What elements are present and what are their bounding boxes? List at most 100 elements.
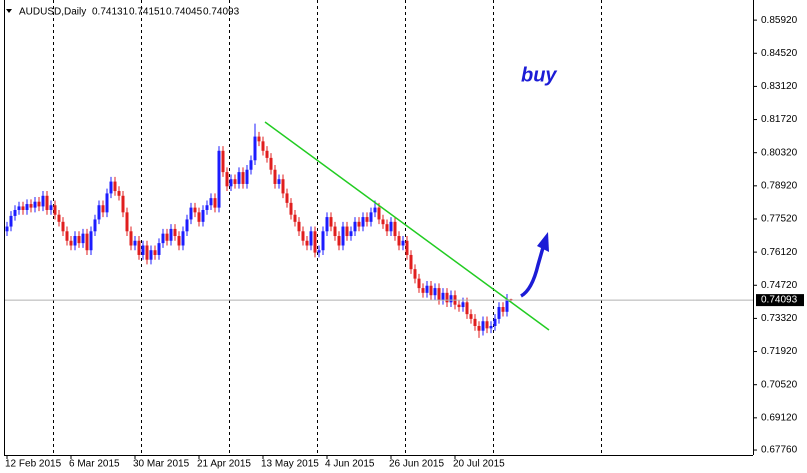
dropdown-icon	[6, 9, 12, 13]
y-tick-label: 0.80320	[761, 147, 798, 158]
candle-body	[409, 254, 413, 270]
candle-body	[481, 321, 485, 331]
candle-body	[361, 217, 365, 227]
candle-body	[465, 302, 469, 315]
candle-body	[345, 226, 349, 237]
y-tick-label: 0.81720	[761, 114, 798, 125]
candle-body	[121, 195, 125, 213]
candle-body	[257, 136, 261, 142]
candle-body	[153, 250, 157, 255]
candle-body	[77, 236, 81, 244]
candle-body	[89, 231, 93, 251]
buy-arrow	[520, 243, 546, 298]
candle-body	[229, 179, 233, 187]
candle-body	[357, 221, 361, 227]
candle-body	[181, 231, 185, 246]
candle-body	[333, 226, 337, 237]
candle-body	[177, 236, 181, 246]
x-tick-label: 26 Jun 2015	[389, 459, 444, 470]
x-tick-label: 13 May 2015	[261, 459, 319, 470]
candle-body	[109, 181, 113, 194]
candle-body	[45, 195, 49, 210]
y-tick-label: 0.76120	[761, 247, 798, 258]
candle-body	[233, 179, 237, 184]
candle-body	[425, 285, 429, 293]
header: AUDUSD,Daily 0.74131 0.74151 0.74045 0.7…	[19, 7, 240, 18]
y-tick-label: 0.77520	[761, 214, 798, 225]
candle-body	[437, 288, 441, 300]
candle-body	[429, 285, 433, 296]
high-price: 0.74151	[129, 7, 166, 18]
candle-body	[317, 250, 321, 253]
candle-body	[245, 169, 249, 184]
candle-body	[321, 231, 325, 251]
candle-body	[169, 228, 173, 241]
candle-body	[353, 221, 357, 232]
candle-body	[309, 231, 313, 246]
candle-body	[329, 217, 333, 227]
candle-body	[389, 221, 393, 232]
candle-body	[185, 219, 189, 232]
candle-body	[497, 307, 501, 319]
trendline	[264, 121, 550, 331]
candle-body	[349, 231, 353, 237]
candle-body	[217, 150, 221, 208]
y-tick-label: 0.83120	[761, 81, 798, 92]
candle-body	[489, 325, 493, 329]
candle-body	[213, 198, 217, 208]
y-tick-label: 0.71920	[761, 346, 798, 357]
candle-body	[273, 169, 277, 184]
candle-body	[17, 206, 21, 210]
arrow-head	[537, 232, 549, 252]
candle-body	[49, 205, 53, 210]
y-tick-label: 0.73320	[761, 313, 798, 324]
candle-body	[337, 236, 341, 246]
candle-body	[5, 226, 9, 232]
candle-body	[161, 233, 165, 244]
candle-body	[261, 141, 265, 151]
open-price: 0.74131	[92, 7, 129, 18]
candle-body	[313, 231, 317, 253]
candle-body	[393, 221, 397, 237]
candle-body	[369, 212, 373, 222]
low-price: 0.74045	[166, 7, 203, 18]
y-tick-label: 0.70520	[761, 379, 798, 390]
candle-body	[385, 224, 389, 232]
candle-body	[41, 195, 45, 207]
candle-body	[113, 181, 117, 192]
y-tick-label: 0.67760	[761, 445, 798, 456]
candle-body	[173, 228, 177, 237]
candle-body	[381, 219, 385, 225]
candle-body	[441, 292, 445, 300]
candle-body	[253, 136, 257, 161]
candle-body	[249, 160, 253, 170]
candle-body	[237, 172, 241, 184]
candle-body	[37, 201, 41, 207]
candle-body	[457, 304, 461, 308]
candle-body	[125, 212, 129, 232]
candle-body	[165, 233, 169, 241]
candle-body	[285, 193, 289, 203]
candle-body	[449, 295, 453, 303]
candle-body	[293, 214, 297, 222]
candle-body	[21, 206, 25, 210]
candle-body	[413, 269, 417, 279]
candle-body	[505, 299, 509, 312]
candle-body	[33, 201, 37, 208]
candle-body	[97, 205, 101, 220]
candle-body	[117, 191, 121, 196]
candle-body	[129, 231, 133, 246]
y-tick-label: 0.74720	[761, 280, 798, 291]
candle-body	[445, 292, 449, 303]
y-tick-label: 0.69120	[761, 412, 798, 423]
close-price: 0.74093	[203, 7, 240, 18]
candle-body	[473, 318, 477, 326]
marks	[5, 123, 513, 338]
candle-body	[101, 205, 105, 213]
price-label-box	[756, 294, 804, 307]
candle-body	[485, 321, 489, 329]
candle-body	[65, 231, 69, 241]
chart-title: AUDUSD,Daily	[19, 7, 86, 18]
candle-body	[325, 217, 329, 232]
